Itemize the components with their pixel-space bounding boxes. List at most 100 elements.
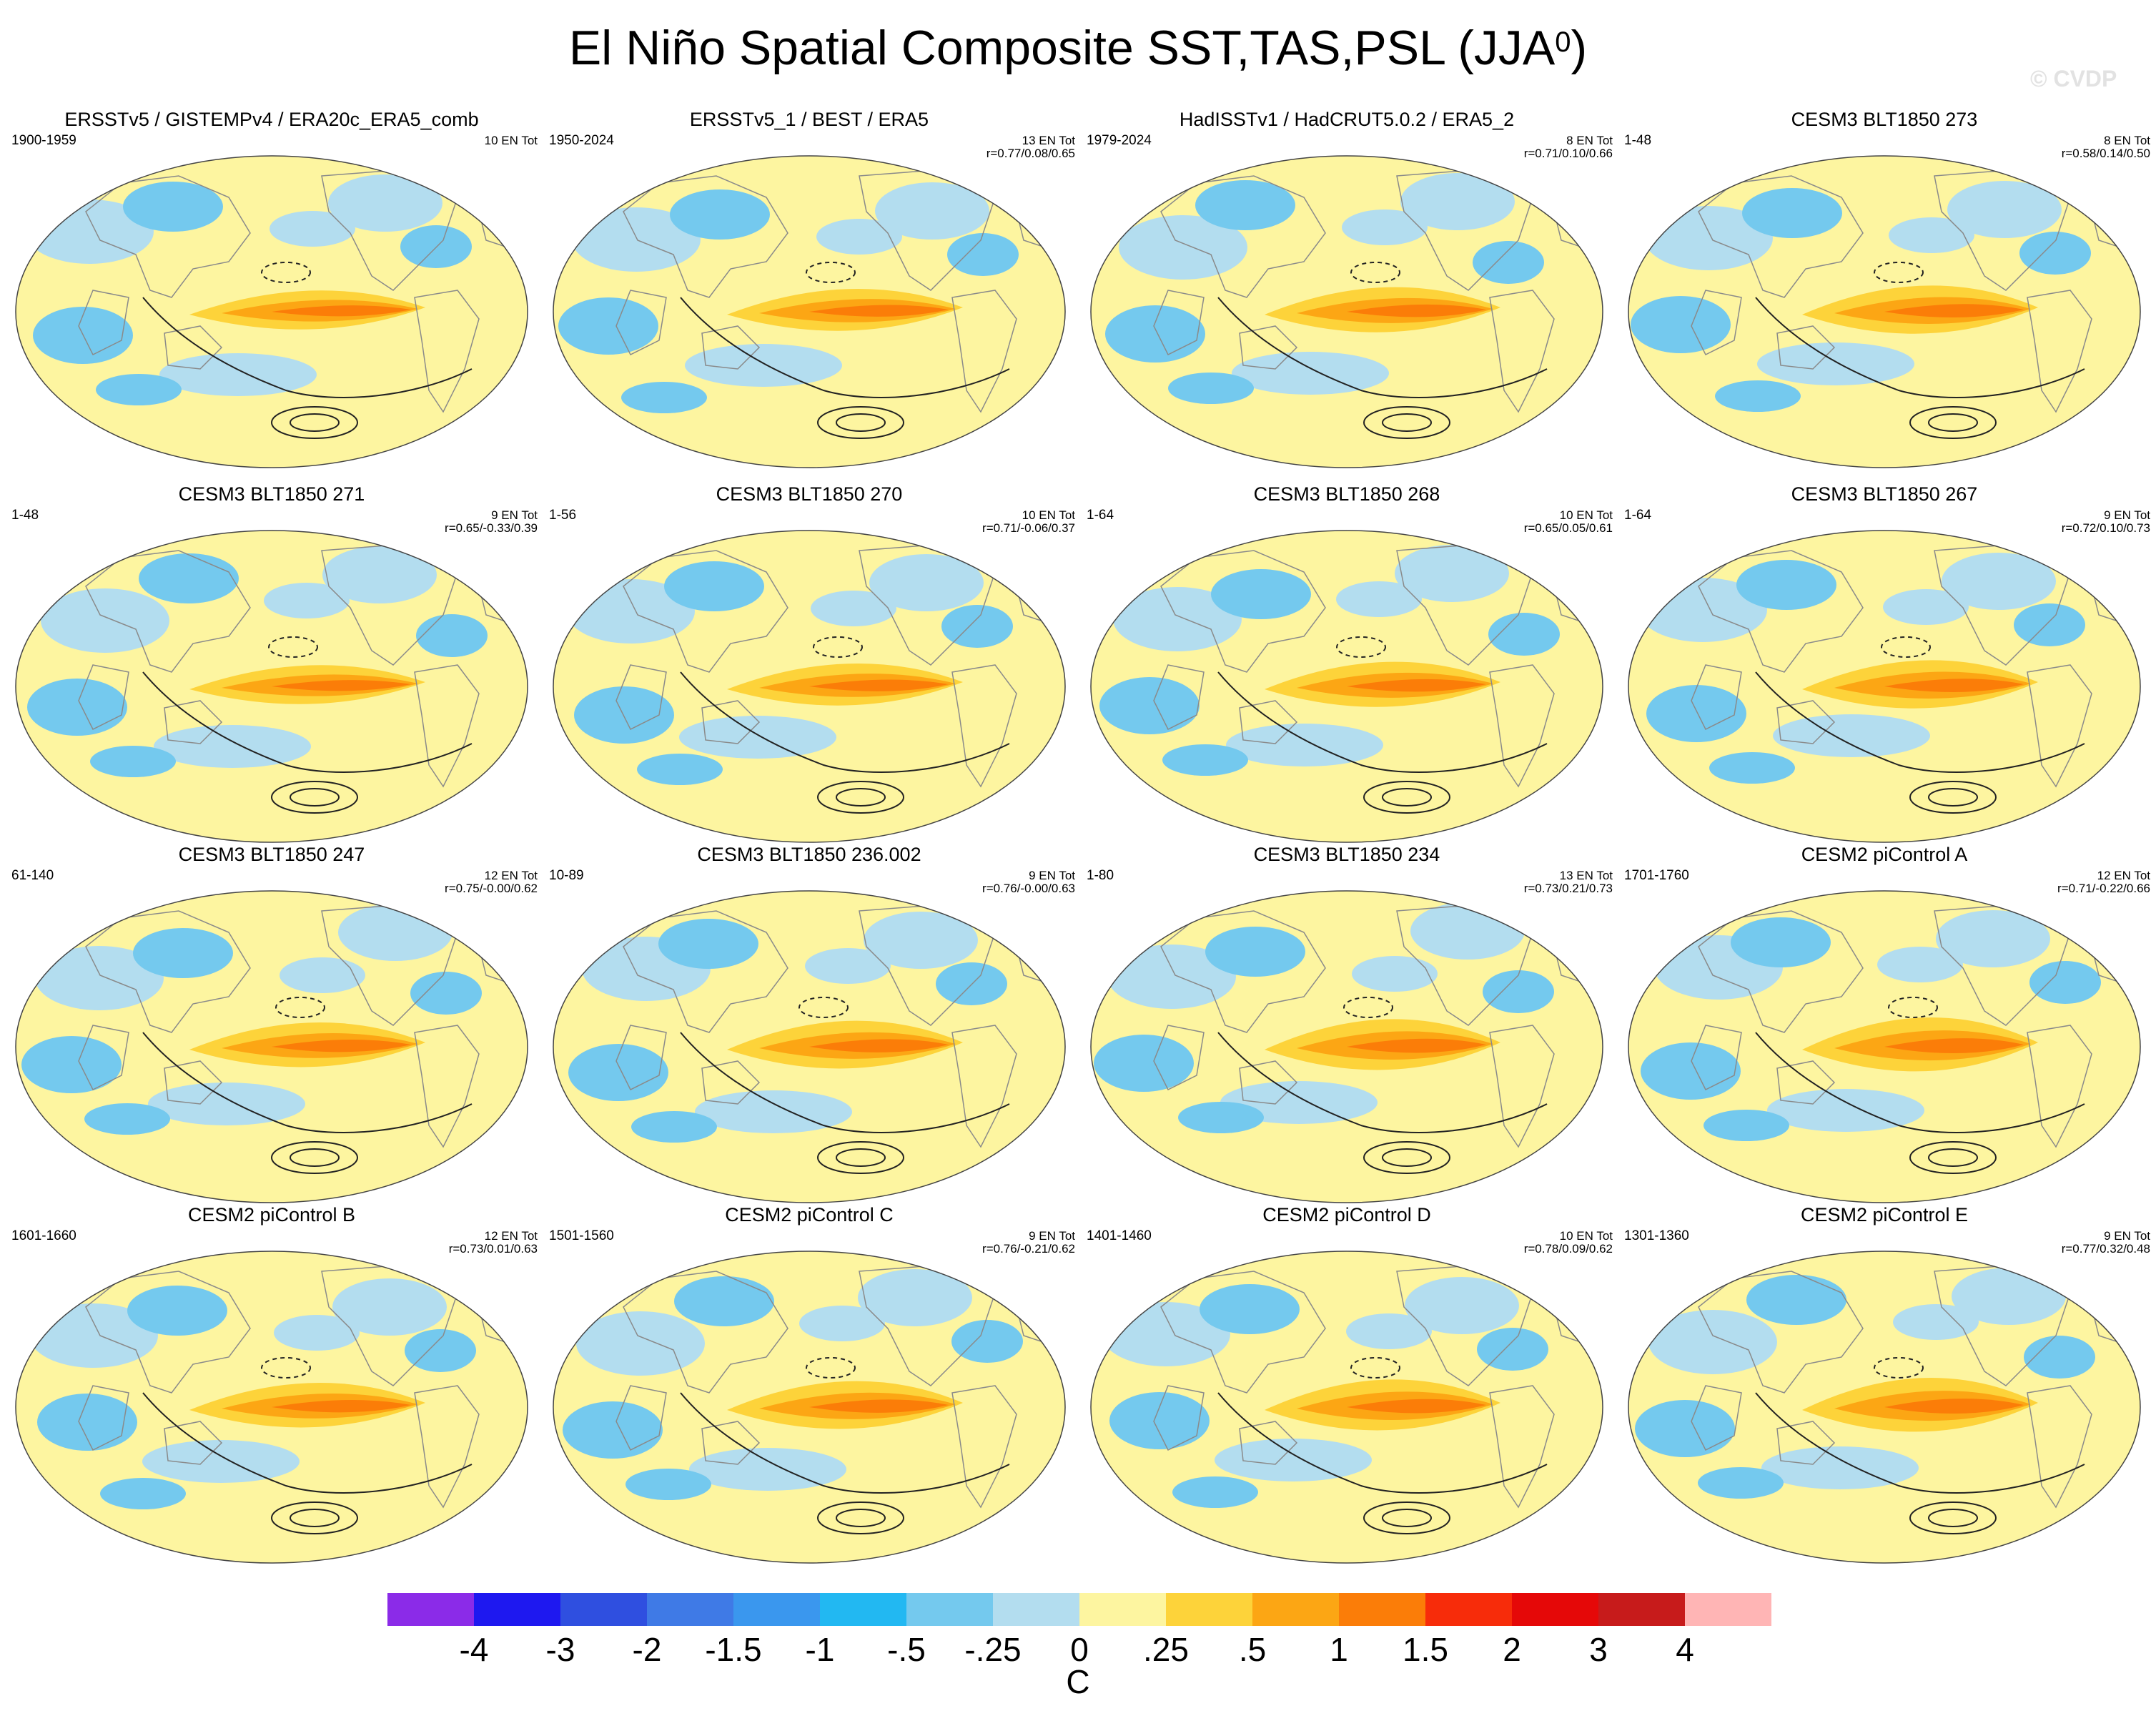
negative-anomaly-patch <box>1742 188 1842 238</box>
psl-contour-positive <box>290 1509 340 1527</box>
panel-title: CESM3 BLT1850 268 <box>1253 483 1440 505</box>
negative-anomaly-patch <box>563 1401 663 1459</box>
negative-anomaly-patch <box>631 1111 717 1143</box>
psl-contour-positive <box>271 406 358 439</box>
colorbar-swatch <box>560 1593 648 1626</box>
globe-outline <box>15 155 528 468</box>
panel-title: CESM3 BLT1850 270 <box>716 483 903 505</box>
psl-contour-positive <box>271 1501 358 1534</box>
coastline <box>1776 1060 1836 1105</box>
coastline <box>1489 290 1555 413</box>
figure-title-text: El Niño Spatial Composite SST,TAS,PSL (J… <box>568 21 1556 75</box>
coastline <box>615 664 667 731</box>
psl-contour-positive <box>1363 406 1450 439</box>
panel-event-count: 9 EN Tot <box>2104 1229 2150 1243</box>
negative-anomaly-patch <box>1936 910 2050 967</box>
coastline <box>623 910 788 1033</box>
figure-title-close: ) <box>1571 21 1588 75</box>
negative-anomaly-patch <box>123 182 223 232</box>
coastline <box>1698 1271 1864 1394</box>
panel-event-count: 10 EN Tot <box>484 134 538 147</box>
colorbar-swatch <box>1598 1593 1686 1626</box>
psl-contour-positive <box>271 781 358 814</box>
map-plot <box>1090 1251 1603 1564</box>
map-plot <box>1628 1251 2141 1564</box>
colorbar-tick-label: 3 <box>1589 1631 1608 1668</box>
negative-anomaly-patch <box>270 211 355 247</box>
panel-stats: 9 EN Tot r=0.65/-0.33/0.39 <box>445 509 538 535</box>
panel-stats: 10 EN Tot r=0.71/-0.06/0.37 <box>982 509 1075 535</box>
globe-outline <box>1090 530 1603 843</box>
panel-years: 1601-1660 <box>11 1228 76 1243</box>
panel-event-count: 10 EN Tot <box>1022 508 1075 522</box>
map-plot <box>15 530 528 843</box>
coastline <box>1239 1060 1298 1105</box>
map-plot <box>553 530 1066 843</box>
panel-stats: 9 EN Tot r=0.76/-0.00/0.63 <box>982 869 1075 895</box>
colorbar-tick-label: -3 <box>545 1631 575 1668</box>
psl-contour-zero <box>1217 1392 1548 1494</box>
coastline <box>1239 325 1298 370</box>
colorbar-tick-label: -4 <box>459 1631 489 1668</box>
coastline <box>1489 664 1555 788</box>
psl-contour-negative <box>798 997 849 1018</box>
map-panel: CESM3 BLT1850 270 1-56 10 EN Tot r=0.71/-0.… <box>540 482 1078 854</box>
negative-anomaly-patch <box>1709 752 1795 784</box>
panel-pattern-correlation: r=0.71/0.10/0.66 <box>1523 147 1613 160</box>
coastline <box>2027 1385 2092 1509</box>
negative-anomaly-patch <box>338 904 453 961</box>
map-panel: CESM3 BLT1850 236.002 10-89 9 EN Tot r=0.76… <box>540 842 1078 1214</box>
psl-contour-negative <box>261 1357 311 1379</box>
negative-anomaly-patch <box>1205 927 1305 977</box>
negative-anomaly-patch <box>664 561 764 611</box>
psl-contour-positive <box>1363 1141 1450 1174</box>
panel-event-count: 9 EN Tot <box>1029 1229 1075 1243</box>
negative-anomaly-patch <box>576 1311 705 1376</box>
colorbar <box>387 1593 1771 1626</box>
panel-pattern-correlation: r=0.73/0.21/0.73 <box>1523 882 1613 895</box>
negative-anomaly-patch <box>2019 232 2091 275</box>
negative-anomaly-patch <box>133 928 233 978</box>
globe-outline <box>1090 890 1603 1203</box>
panel-title: ERSSTv5 / GISTEMPv4 / ERA20c_ERA5_comb <box>64 109 479 130</box>
coastline <box>1691 1385 1742 1451</box>
negative-anomaly-patch <box>1947 181 2062 238</box>
globe-outline <box>1090 155 1603 468</box>
negative-anomaly-patch <box>2029 961 2101 1004</box>
coastline <box>951 1385 1017 1509</box>
panel-pattern-correlation: r=0.71/-0.22/0.66 <box>2057 882 2150 895</box>
negative-anomaly-patch <box>96 374 182 405</box>
coastline <box>78 290 129 356</box>
panel-pattern-correlation: r=0.76/-0.21/0.62 <box>982 1242 1075 1256</box>
negative-anomaly-patch <box>1648 1310 1777 1374</box>
negative-anomaly-patch <box>1488 613 1560 656</box>
psl-contour-positive <box>1928 1509 1978 1527</box>
colorbar-unit-label: C <box>1066 1663 1090 1700</box>
psl-contour-positive <box>836 1148 886 1167</box>
coastline <box>1160 550 1326 673</box>
negative-anomaly-patch <box>416 614 488 657</box>
map-plot <box>553 1251 1066 1564</box>
map-panel: CESM2 piControl B 1601-1660 12 EN Tot r=0.7… <box>3 1203 540 1574</box>
coastline <box>951 1025 1017 1148</box>
psl-contour-negative <box>1350 262 1400 283</box>
negative-anomaly-patch <box>1410 902 1525 960</box>
coastline <box>1153 664 1205 731</box>
psl-contour-positive <box>817 1141 904 1174</box>
map-plot <box>1628 155 2141 468</box>
panel-years: 1701-1760 <box>1624 868 1689 883</box>
map-panel: CESM3 BLT1850 268 1-64 10 EN Tot r=0.65/0.0… <box>1078 482 1616 854</box>
figure-title-superscript: 0 <box>1555 26 1571 58</box>
negative-anomaly-patch <box>1644 206 1773 270</box>
globe-outline <box>1628 890 2141 1203</box>
map-panel: CESM3 BLT1850 267 1-64 9 EN Tot r=0.72/0.10… <box>1616 482 2153 854</box>
coastline <box>2027 1025 2092 1148</box>
panel-years: 1950-2024 <box>549 133 614 148</box>
psl-contour-zero <box>680 297 1010 398</box>
negative-anomaly-patch <box>799 1306 885 1341</box>
coastline <box>164 1060 223 1105</box>
negative-anomaly-patch <box>142 1440 300 1483</box>
panel-years: 1501-1560 <box>549 1228 614 1243</box>
negative-anomaly-patch <box>558 297 658 355</box>
negative-anomaly-patch <box>1641 1042 1741 1100</box>
